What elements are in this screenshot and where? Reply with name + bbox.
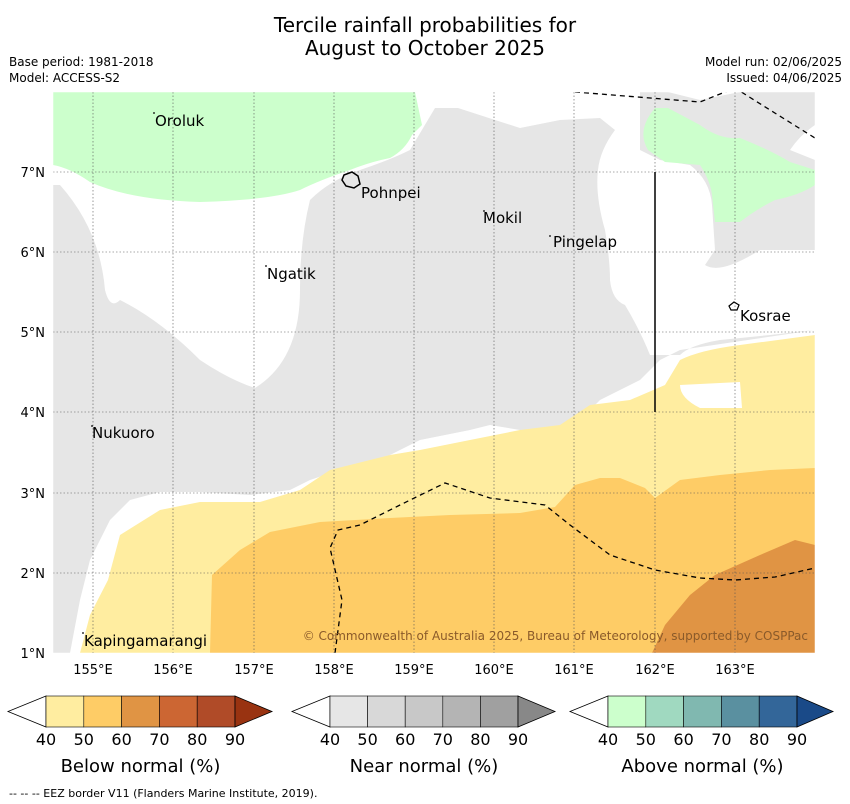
legend-title: Near normal (%): [350, 756, 499, 777]
legend-extend-right: [796, 695, 835, 728]
place-label-nukuoro: Nukuoro: [92, 424, 155, 442]
place-label-pingelap: Pingelap: [553, 233, 617, 251]
legend-near-normal: 40 50 60 70 80 90 Near normal (%): [290, 695, 557, 777]
legend-swatch: [721, 695, 760, 728]
legend-tick-label: 60: [673, 730, 693, 749]
pingelap-marker: [549, 235, 551, 237]
legend-swatch: [83, 695, 122, 728]
map-frame: [52, 91, 816, 654]
legend-tick-label: 90: [508, 730, 528, 749]
place-label-oroluk: Oroluk: [155, 112, 204, 130]
legend-title: Below normal (%): [61, 756, 221, 777]
legend-swatch: [329, 695, 368, 728]
lon-label: 155°E: [73, 663, 113, 678]
oroluk-marker: [153, 112, 155, 114]
model-name: Model: ACCESS-S2: [9, 71, 121, 85]
legend-tick-label: 60: [111, 730, 131, 749]
below-normal-60-region: [652, 540, 815, 653]
place-label-pohnpei: Pohnpei: [361, 184, 421, 202]
legend-swatch: [121, 695, 160, 728]
legend-swatch: [645, 695, 684, 728]
lat-label: 2°N: [21, 567, 46, 582]
issued-date: Issued: 04/06/2025: [726, 71, 842, 85]
legend-swatch: [196, 695, 236, 728]
lon-label: 157°E: [234, 663, 274, 678]
title-line-2: August to October 2025: [304, 36, 546, 60]
above-normal-region-east: [643, 108, 815, 222]
lon-label: 158°E: [314, 663, 354, 678]
legend-tick-label: 90: [225, 730, 245, 749]
kapingamarangi-marker: [82, 632, 84, 634]
lon-label: 163°E: [715, 663, 755, 678]
legend-tick-label: 80: [470, 730, 490, 749]
eez-footnote: -- -- -- EEZ border V11 (Flanders Marine…: [9, 787, 317, 800]
legend-swatch: [45, 695, 85, 728]
legend-extend-left: [568, 695, 609, 728]
pohnpei-island: [341, 171, 361, 189]
lat-label: 1°N: [21, 647, 46, 662]
lat-label: 5°N: [21, 326, 46, 341]
legend-tick-label: 90: [787, 730, 807, 749]
model-run: Model run: 02/06/2025: [704, 55, 842, 69]
graticule: [53, 92, 815, 653]
lat-label: 4°N: [21, 406, 46, 421]
lon-label: 156°E: [153, 663, 193, 678]
nukuoro-marker: [91, 425, 93, 427]
legend-swatch: [404, 695, 444, 728]
place-label-kosrae: Kosrae: [740, 307, 791, 325]
legend-extend-right: [234, 695, 274, 728]
lon-label: 162°E: [635, 663, 675, 678]
legend-tick-label: 50: [636, 730, 656, 749]
below-normal-50-region: [210, 468, 815, 653]
eez-border: [329, 92, 815, 653]
legend-tick-label: 60: [395, 730, 415, 749]
mokil-marker: [483, 210, 485, 212]
legend-tick-label: 80: [187, 730, 207, 749]
legend-tick-label: 80: [749, 730, 769, 749]
lat-label: 6°N: [21, 246, 46, 261]
legend-swatch: [758, 695, 798, 728]
legend-extend-left: [290, 695, 331, 728]
copyright-notice: © Commonwealth of Australia 2025, Bureau…: [303, 629, 808, 643]
ngatik-marker: [265, 265, 267, 267]
legend-extend-left: [6, 695, 47, 728]
base-period: Base period: 1981-2018: [9, 55, 154, 69]
lon-label: 161°E: [554, 663, 594, 678]
legend-tick-label: 70: [433, 730, 453, 749]
legend-tick-label: 50: [74, 730, 94, 749]
legend-swatch: [607, 695, 647, 728]
lon-label: 159°E: [394, 663, 434, 678]
yellow-region-hole: [680, 382, 742, 408]
legend-tick-label: 40: [36, 730, 56, 749]
legend-tick-label: 70: [149, 730, 169, 749]
above-normal-region-west: [53, 92, 422, 202]
legend-title: Above normal (%): [621, 756, 783, 777]
legend-swatch: [480, 695, 519, 728]
lon-label: 160°E: [474, 663, 514, 678]
lat-label: 3°N: [21, 487, 46, 502]
legend-swatch: [367, 695, 406, 728]
near-normal-region: [53, 92, 815, 653]
legend-tick-label: 50: [357, 730, 377, 749]
kosrae-island: [728, 301, 740, 311]
place-label-kapingamarangi: Kapingamarangi: [84, 632, 207, 650]
legend-tick-label: 40: [598, 730, 618, 749]
place-label-mokil: Mokil: [483, 209, 522, 227]
legend-tick-label: 40: [320, 730, 340, 749]
lat-label: 7°N: [21, 166, 46, 181]
place-label-ngatik: Ngatik: [267, 265, 316, 283]
legend-swatch: [683, 695, 722, 728]
legend-swatch: [442, 695, 481, 728]
legend-swatch: [159, 695, 198, 728]
legend-extend-right: [517, 695, 557, 728]
title-line-1: Tercile rainfall probabilities for: [273, 13, 577, 37]
legend-tick-label: 70: [711, 730, 731, 749]
